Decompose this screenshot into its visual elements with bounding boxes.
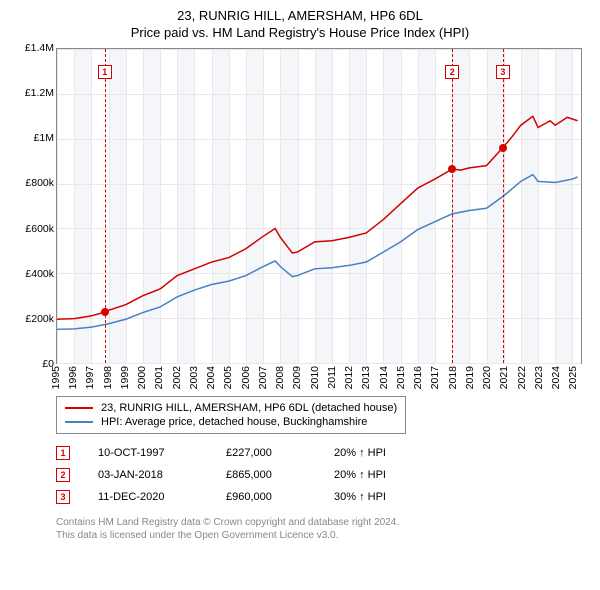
x-tick-label: 2019: [464, 366, 476, 389]
x-tick-label: 2016: [412, 366, 424, 389]
x-tick-label: 2003: [188, 366, 200, 389]
legend-label: HPI: Average price, detached house, Buck…: [101, 416, 367, 428]
title-main: 23, RUNRIG HILL, AMERSHAM, HP6 6DL: [12, 8, 588, 23]
chart-area: £0£200k£400k£600k£800k£1M£1.2M£1.4M 123 …: [12, 48, 588, 388]
x-tick-label: 2014: [378, 366, 390, 389]
y-tick-label: £600k: [25, 223, 54, 235]
sale-marker-dot: [499, 144, 507, 152]
event-price: £960,000: [226, 491, 306, 503]
event-date: 03-JAN-2018: [98, 469, 198, 481]
y-axis: £0£200k£400k£600k£800k£1M£1.2M£1.4M: [12, 48, 56, 364]
x-axis: 1995199619971998199920002001200220032004…: [56, 364, 582, 388]
legend-row: HPI: Average price, detached house, Buck…: [65, 415, 397, 429]
x-tick-label: 2005: [222, 366, 234, 389]
event-delta: 20% ↑ HPI: [334, 447, 424, 459]
y-tick-label: £800k: [25, 177, 54, 189]
event-price: £865,000: [226, 469, 306, 481]
x-tick-label: 2012: [343, 366, 355, 389]
plot-area: 1 2 3: [56, 48, 582, 364]
x-tick-label: 2023: [533, 366, 545, 389]
sale-marker-dot: [448, 165, 456, 173]
sale-marker-line: [503, 49, 504, 363]
x-tick-label: 1999: [119, 366, 131, 389]
attribution-line-1: Contains HM Land Registry data © Crown c…: [56, 516, 584, 529]
event-row: 2 03-JAN-2018 £865,000 20% ↑ HPI: [56, 464, 584, 486]
title-sub: Price paid vs. HM Land Registry's House …: [12, 25, 588, 40]
x-tick-label: 2006: [240, 366, 252, 389]
event-date: 11-DEC-2020: [98, 491, 198, 503]
event-date: 10-OCT-1997: [98, 447, 198, 459]
x-tick-label: 2010: [309, 366, 321, 389]
event-marker: 2: [56, 468, 70, 482]
event-row: 3 11-DEC-2020 £960,000 30% ↑ HPI: [56, 486, 584, 508]
x-tick-label: 1996: [67, 366, 79, 389]
sale-marker-box: 2: [445, 65, 459, 79]
x-tick-label: 1998: [102, 366, 114, 389]
attribution: Contains HM Land Registry data © Crown c…: [56, 516, 584, 542]
x-tick-label: 2021: [498, 366, 510, 389]
x-tick-label: 2020: [481, 366, 493, 389]
legend-label: 23, RUNRIG HILL, AMERSHAM, HP6 6DL (deta…: [101, 402, 397, 414]
y-tick-label: £200k: [25, 313, 54, 325]
y-tick-label: £1.4M: [25, 42, 54, 54]
y-tick-label: £1.2M: [25, 87, 54, 99]
sale-marker-dot: [101, 308, 109, 316]
x-tick-label: 2009: [291, 366, 303, 389]
x-tick-label: 2013: [360, 366, 372, 389]
x-tick-label: 2018: [447, 366, 459, 389]
x-tick-label: 2022: [516, 366, 528, 389]
event-marker: 3: [56, 490, 70, 504]
x-tick-label: 2008: [274, 366, 286, 389]
x-tick-label: 2015: [395, 366, 407, 389]
x-tick-label: 2001: [153, 366, 165, 389]
y-tick-label: £1M: [34, 132, 54, 144]
chart-container: 23, RUNRIG HILL, AMERSHAM, HP6 6DL Price…: [0, 0, 600, 590]
sale-marker-box: 3: [496, 65, 510, 79]
title-block: 23, RUNRIG HILL, AMERSHAM, HP6 6DL Price…: [12, 8, 588, 40]
x-tick-label: 2024: [550, 366, 562, 389]
legend-swatch: [65, 407, 93, 409]
x-tick-label: 2007: [257, 366, 269, 389]
x-tick-label: 1997: [84, 366, 96, 389]
series-line: [57, 175, 578, 330]
event-price: £227,000: [226, 447, 306, 459]
event-marker: 1: [56, 446, 70, 460]
attribution-line-2: This data is licensed under the Open Gov…: [56, 529, 584, 542]
events-table: 1 10-OCT-1997 £227,000 20% ↑ HPI 2 03-JAN-201…: [56, 442, 584, 508]
x-tick-label: 2025: [567, 366, 579, 389]
x-tick-label: 2011: [326, 366, 338, 389]
sale-marker-line: [452, 49, 453, 363]
legend: 23, RUNRIG HILL, AMERSHAM, HP6 6DL (deta…: [56, 396, 406, 434]
x-tick-label: 2000: [136, 366, 148, 389]
x-tick-label: 2017: [429, 366, 441, 389]
sale-marker-box: 1: [98, 65, 112, 79]
y-tick-label: £400k: [25, 268, 54, 280]
x-tick-label: 2004: [205, 366, 217, 389]
x-tick-label: 2002: [171, 366, 183, 389]
legend-row: 23, RUNRIG HILL, AMERSHAM, HP6 6DL (deta…: [65, 401, 397, 415]
event-delta: 30% ↑ HPI: [334, 491, 424, 503]
event-delta: 20% ↑ HPI: [334, 469, 424, 481]
x-tick-label: 1995: [50, 366, 62, 389]
event-row: 1 10-OCT-1997 £227,000 20% ↑ HPI: [56, 442, 584, 464]
legend-swatch: [65, 421, 93, 423]
